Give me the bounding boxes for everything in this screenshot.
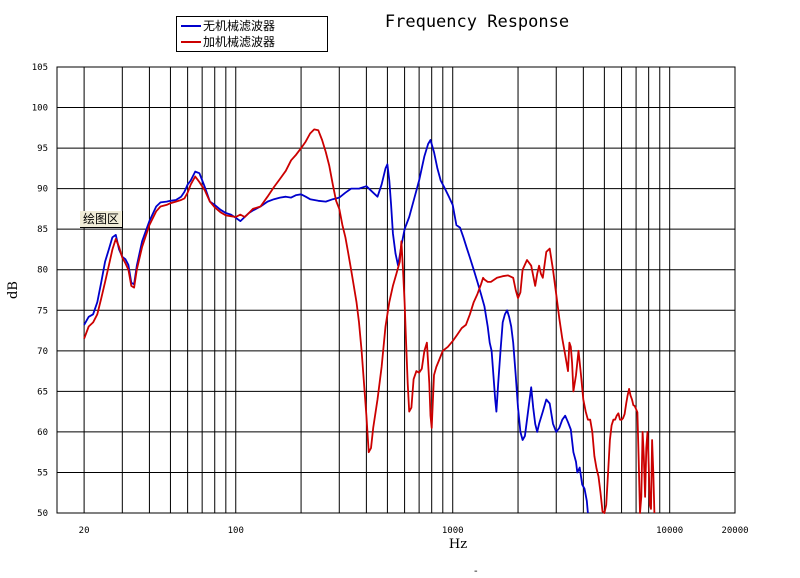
y-tick-label: 100 — [32, 104, 48, 114]
y-tick-label: 50 — [37, 509, 48, 519]
grid-lines — [57, 66, 736, 514]
legend-swatch-red — [181, 41, 201, 43]
x-tick-label: 20000 — [721, 526, 748, 536]
y-tick-labels: 50 55 60 65 70 75 80 85 90 95 100 105 — [32, 63, 48, 519]
legend-label-series-2: 加机械滤波器 — [203, 35, 276, 49]
legend-swatch-blue — [181, 25, 201, 27]
bottom-mark: - — [474, 566, 478, 577]
x-axis-label: Hz — [449, 537, 467, 552]
x-tick-label: 20 — [79, 526, 90, 536]
series-line-2 — [83, 128, 656, 514]
x-tick-label: 10000 — [656, 526, 683, 536]
y-tick-label: 105 — [32, 63, 48, 73]
y-tick-label: 90 — [37, 185, 48, 195]
y-tick-label: 75 — [37, 306, 48, 316]
x-tick-labels: 20 100 1000 10000 20000 — [79, 526, 749, 536]
plot-frame — [56, 66, 736, 514]
y-tick-label: 60 — [37, 428, 48, 438]
plot-area-label[interactable]: 绘图区 — [80, 211, 124, 228]
y-tick-label: 85 — [37, 225, 48, 235]
y-axis-label: dB — [6, 281, 21, 299]
chart-title: Frequency Response — [385, 12, 569, 32]
legend-item-series-2: 加机械滤波器 — [181, 34, 275, 50]
y-tick-label: 65 — [37, 387, 48, 397]
y-tick-label: 80 — [37, 266, 48, 276]
series-lines — [83, 128, 656, 514]
y-tick-label: 55 — [37, 468, 48, 478]
y-tick-label: 95 — [37, 144, 48, 154]
legend-label-series-1: 无机械滤波器 — [203, 19, 276, 33]
legend: 无机械滤波器 加机械滤波器 — [176, 16, 328, 52]
x-tick-label: 1000 — [442, 526, 464, 536]
x-tick-label: 100 — [228, 526, 244, 536]
legend-item-series-1: 无机械滤波器 — [181, 18, 275, 34]
y-tick-label: 70 — [37, 347, 48, 357]
